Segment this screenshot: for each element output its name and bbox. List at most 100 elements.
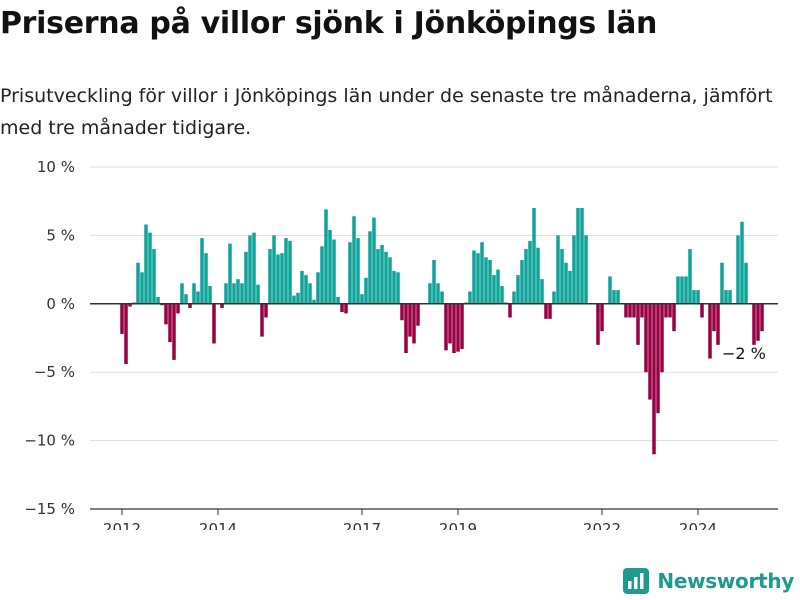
bar <box>340 303 344 313</box>
y-tick-label: 5 % <box>46 226 75 244</box>
bar <box>136 262 140 304</box>
bar <box>560 249 564 304</box>
bar <box>692 290 696 304</box>
bar <box>636 303 640 345</box>
bar <box>296 292 300 304</box>
bar <box>212 303 216 344</box>
bar <box>468 291 472 304</box>
bar <box>280 253 284 304</box>
bar <box>716 303 720 345</box>
bar <box>652 303 656 455</box>
bar <box>660 303 664 373</box>
bar <box>600 303 604 332</box>
bar <box>172 303 176 360</box>
bar <box>400 303 404 321</box>
bar <box>264 303 268 318</box>
bar <box>708 303 712 359</box>
bar <box>740 221 744 304</box>
bar <box>224 283 228 304</box>
bar <box>544 303 548 319</box>
bar <box>456 303 460 352</box>
bar <box>320 246 324 304</box>
bar <box>336 296 340 304</box>
bar <box>532 208 536 304</box>
bar <box>332 239 336 304</box>
bar <box>360 294 364 304</box>
bar <box>632 303 636 318</box>
bar <box>616 290 620 304</box>
bar <box>548 303 552 319</box>
bar-chart-logo-icon <box>623 568 650 594</box>
bar <box>744 262 748 304</box>
bar <box>392 270 396 304</box>
bar <box>668 303 672 318</box>
bar <box>568 270 572 304</box>
x-tick-label: 2014 <box>199 520 237 530</box>
bar <box>752 303 756 345</box>
bar <box>444 303 448 351</box>
bar <box>396 272 400 304</box>
bar <box>252 232 256 304</box>
bar <box>436 283 440 304</box>
bar <box>536 247 540 304</box>
bar <box>304 275 308 304</box>
bar <box>640 303 644 318</box>
bar <box>404 303 408 354</box>
bar <box>180 283 184 304</box>
x-tick-label: 2022 <box>583 520 621 530</box>
bar <box>208 286 212 304</box>
bar <box>220 303 224 308</box>
bar <box>272 235 276 304</box>
bar <box>388 257 392 304</box>
bar <box>292 295 296 304</box>
bar <box>680 276 684 304</box>
bar <box>344 303 348 314</box>
x-tick-label: 2019 <box>439 520 477 530</box>
bar <box>196 291 200 304</box>
bar <box>608 276 612 304</box>
y-tick-label: −10 % <box>24 432 75 450</box>
bar <box>500 286 504 304</box>
bar <box>168 303 172 343</box>
bar <box>244 251 248 304</box>
bar <box>676 276 680 304</box>
y-tick-label: 0 % <box>46 295 75 313</box>
page-title: Priserna på villor sjönk i Jönköpings lä… <box>0 6 658 41</box>
bar <box>384 251 388 304</box>
bar <box>472 250 476 304</box>
y-tick-label: −15 % <box>24 500 75 518</box>
bar <box>236 279 240 304</box>
bar <box>204 253 208 304</box>
x-tick-label: 2024 <box>679 520 717 530</box>
bar <box>308 283 312 304</box>
y-tick-label: −5 % <box>34 363 75 381</box>
bar <box>416 303 420 326</box>
bar <box>552 291 556 304</box>
bar <box>144 224 148 304</box>
bar <box>728 290 732 304</box>
bar <box>152 249 156 304</box>
bar <box>228 243 232 304</box>
bar <box>156 296 160 304</box>
bar <box>556 235 560 304</box>
bar <box>756 303 760 341</box>
bar <box>356 238 360 304</box>
bar <box>232 283 236 304</box>
bar <box>376 249 380 304</box>
bar <box>288 240 292 304</box>
bar <box>260 303 264 337</box>
bar <box>328 229 332 304</box>
bar <box>268 249 272 304</box>
bar <box>736 235 740 304</box>
bar <box>312 299 316 304</box>
bar <box>664 303 668 318</box>
bar <box>492 275 496 304</box>
bar <box>596 303 600 345</box>
bar <box>240 283 244 304</box>
bar <box>520 260 524 304</box>
bar <box>316 272 320 304</box>
bar <box>164 303 168 325</box>
bar <box>512 291 516 304</box>
last-value-label: −2 % <box>722 344 766 363</box>
bar <box>408 303 412 337</box>
